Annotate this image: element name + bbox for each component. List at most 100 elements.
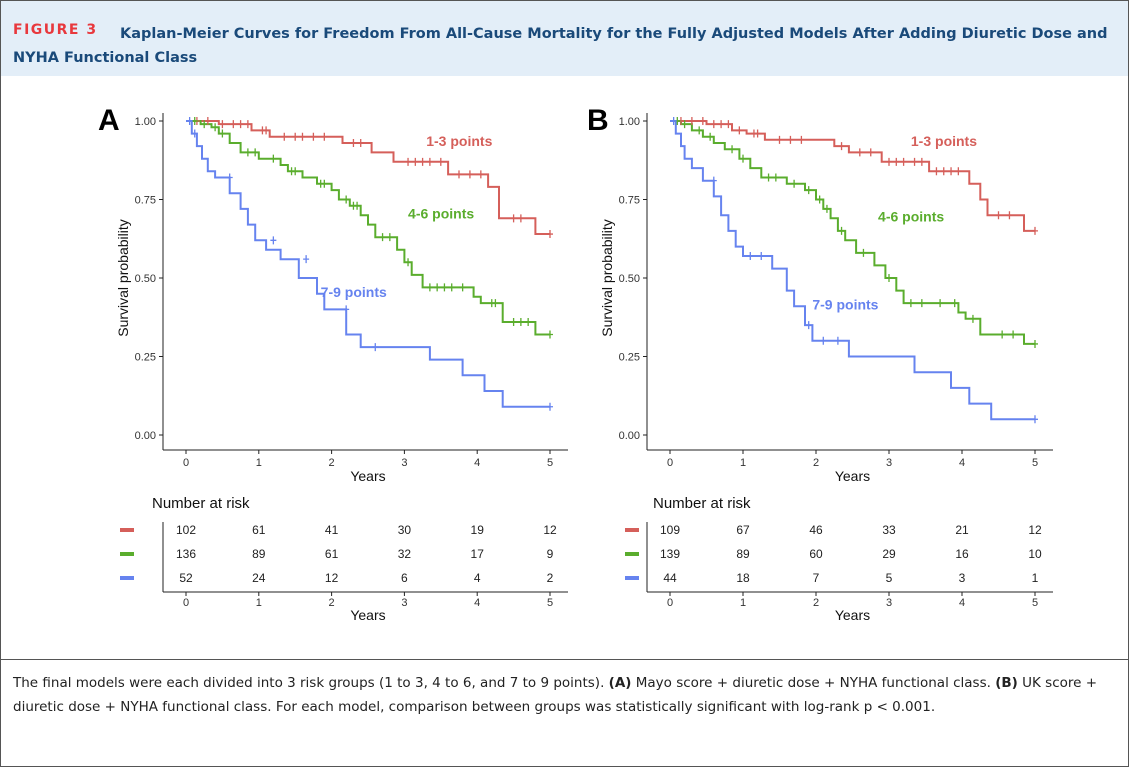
panel-a-y-tick-label: 0.25 [135, 352, 156, 364]
panel-b-series-label: 4-6 points [878, 208, 944, 224]
panel-b-censor-mark [816, 195, 823, 204]
panel-b-risk-x-tick-label: 1 [740, 597, 746, 609]
panel-b-y-tick-label: 0.50 [619, 273, 640, 285]
panel-b-risk-value: 44 [663, 571, 677, 585]
panel-a-censor-mark [252, 148, 259, 157]
panel-a-x-tick-label: 5 [547, 457, 553, 469]
panel-b-censor-mark [805, 321, 812, 330]
panel-a-censor-mark [201, 120, 208, 129]
panel-b-x-tick-label: 2 [813, 457, 819, 469]
panel-a-risk-value: 9 [547, 547, 554, 561]
panel-b-censor-mark [754, 129, 761, 138]
panel-b-censor-mark [772, 173, 779, 182]
panel-a-censor-mark [219, 129, 226, 138]
panel-b: B0.000.250.500.751.000 1 2 3 4 5YearsSurvival… [587, 104, 1053, 623]
caption-part-3: (B) [995, 675, 1018, 691]
panel-a-x-axis-title: Years [350, 468, 385, 484]
panel-a-censor-mark [547, 402, 553, 411]
panel-b-risk-x-tick-label: 3 [886, 597, 892, 609]
panel-a-censor-mark [434, 283, 441, 292]
panel-b-risk-value: 139 [660, 547, 680, 561]
panel-b-censor-mark [765, 173, 772, 182]
panel-a-y-tick-label: 0.50 [135, 273, 156, 285]
panel-a-censor-mark [321, 179, 328, 188]
panel-a-censor-mark [426, 283, 433, 292]
panel-b-censor-mark [736, 126, 743, 135]
panel-b-x-tick-label: 3 [886, 457, 892, 469]
panel-b-censor-mark [911, 157, 918, 166]
panel-a-censor-mark [321, 132, 328, 141]
panel-b-risk-x-tick-label: 4 [959, 597, 965, 609]
panel-a-censor-mark [441, 283, 448, 292]
panel-b-censor-mark [918, 157, 925, 166]
panel-a-censor-mark [343, 305, 350, 314]
panel-b-censor-mark [820, 336, 827, 345]
panel-a-censor-mark [354, 201, 361, 210]
caption-part-1: (A) [608, 675, 632, 691]
panel-a-censor-mark [405, 157, 412, 166]
panel-a-risk-value: 2 [547, 571, 554, 585]
panel-a-censor-mark [299, 132, 306, 141]
panel-b-censor-mark [900, 157, 907, 166]
panel-b-censor-mark [1032, 415, 1038, 424]
panel-b-series-label: 1-3 points [911, 133, 977, 149]
panel-a-censor-mark [212, 123, 219, 132]
panel-a-censor-mark [270, 154, 277, 163]
panel-b-censor-mark [893, 157, 900, 166]
panel-b-y-tick-label: 1.00 [619, 116, 640, 128]
panel-b-risk-x-tick-label: 2 [813, 597, 819, 609]
panel-a-y-axis-title: Survival probability [115, 219, 131, 337]
panel-a-censor-mark [517, 214, 524, 223]
panel-b-censor-mark [969, 314, 976, 323]
panel-a-censor-mark [405, 258, 412, 267]
panel-a-censor-mark [412, 157, 419, 166]
panel-a-censor-mark [204, 117, 211, 125]
panel-b-censor-mark [1006, 211, 1013, 220]
panel-b-censor-mark [933, 167, 940, 176]
panel-a-risk-x-tick-label: 0 [183, 597, 189, 609]
panel-b-censor-mark [688, 117, 695, 125]
panel-a-risk-x-tick-label: 4 [474, 597, 480, 609]
panel-a-series-label: 4-6 points [408, 205, 474, 221]
panel-b-risk-value: 46 [809, 523, 823, 537]
panel-a-series-7-9-points [186, 120, 550, 408]
panel-a-censor-mark [379, 233, 386, 242]
panel-a-risk-x-tick-label: 1 [256, 597, 262, 609]
panel-b-censor-mark [798, 135, 805, 144]
panel-b-censor-mark [856, 148, 863, 157]
panel-a-risk-value: 61 [325, 547, 339, 561]
panel-a-censor-mark [437, 157, 444, 166]
panel-a-letter: A [98, 104, 120, 137]
panel-a-risk-x-tick-label: 3 [401, 597, 407, 609]
km-figure: A0.000.250.500.751.000 1 2 3 4 5YearsSurvival… [98, 104, 1053, 623]
panel-a-censor-mark [448, 283, 455, 292]
panel-b-risk-value: 33 [882, 523, 896, 537]
panel-a-censor-mark [270, 236, 277, 245]
panel-b-censor-mark [1032, 226, 1038, 235]
panel-a-censor-mark [350, 138, 357, 147]
panel-b-x-axis-title: Years [835, 468, 870, 484]
panel-b-risk-value: 109 [660, 523, 680, 537]
panel-a-series-label: 1-3 points [426, 133, 492, 149]
panel-b-y-tick-label: 0.00 [619, 430, 640, 442]
panel-b-y-tick-label: 0.75 [619, 195, 640, 207]
panel-b-censor-mark [696, 126, 703, 135]
panel-b-censor-mark [955, 167, 962, 176]
panel-a-risk-value: 12 [543, 523, 557, 537]
panel-a-risk-value: 136 [176, 547, 196, 561]
panel-a-censor-mark [547, 230, 553, 239]
panel-a-risk-value: 61 [252, 523, 266, 537]
panel-b-risk-value: 3 [959, 571, 966, 585]
figure-label: FIGURE 3 [13, 22, 98, 38]
panel-b-censor-mark [699, 117, 706, 125]
panel-b-risk-value: 18 [736, 571, 750, 585]
panel-a-censor-mark [466, 170, 473, 179]
figure-title-bar: FIGURE 3 Kaplan-Meier Curves for Freedom… [1, 1, 1128, 76]
panel-b-censor-mark [907, 299, 914, 308]
panel-a-x-tick-label: 3 [401, 457, 407, 469]
panel-b-censor-mark [747, 252, 754, 261]
panel-a-censor-mark [459, 283, 466, 292]
panel-a-censor-mark [492, 299, 499, 308]
panel-b-series-7-9-points [670, 120, 1035, 421]
panel-b-y-axis-title: Survival probability [599, 219, 615, 337]
